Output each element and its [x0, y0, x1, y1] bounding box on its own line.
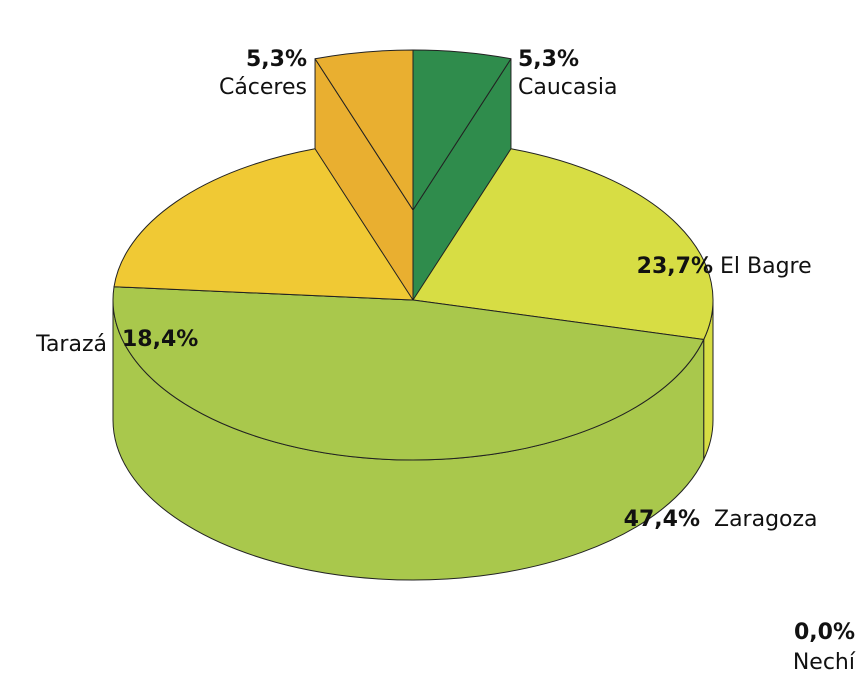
category-label: Tarazá: [35, 332, 107, 357]
value-label: 47,4%: [624, 507, 700, 532]
category-label: Nechí: [793, 650, 856, 675]
value-label: 23,7%: [637, 254, 713, 279]
category-label: Caucasia: [518, 75, 617, 100]
category-label: El Bagre: [720, 254, 812, 279]
value-label: 0,0%: [794, 620, 855, 645]
slice: [113, 148, 414, 301]
value-label: 18,4%: [122, 327, 198, 352]
slice: [112, 286, 705, 461]
value-label: 5,3%: [518, 47, 579, 72]
category-label: Zaragoza: [714, 507, 818, 532]
slice: [314, 49, 414, 211]
category-label: Cáceres: [219, 75, 307, 100]
slice: [412, 148, 714, 341]
value-label: 5,3%: [246, 47, 307, 72]
